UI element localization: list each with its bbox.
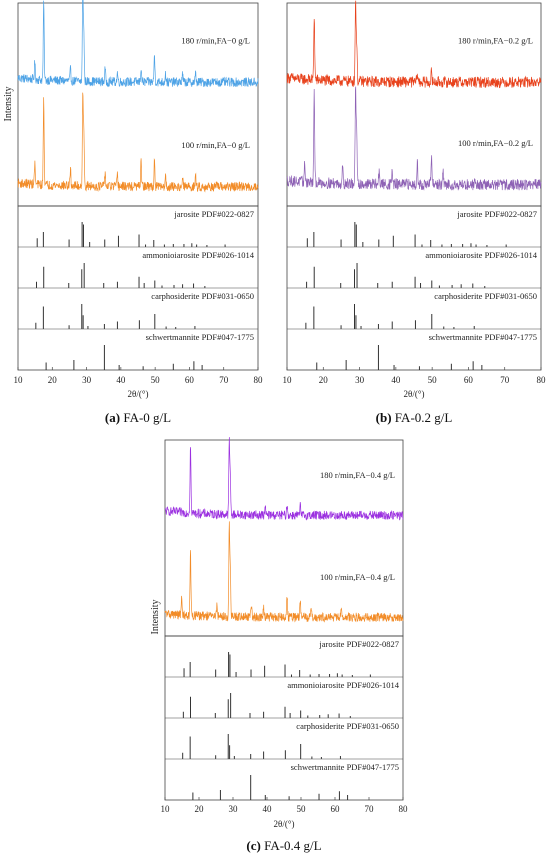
series-line-1 [164, 521, 404, 623]
panel-caption: (b) FA-0.2 g/L [376, 410, 453, 425]
x-tick-label: 10 [161, 804, 171, 814]
series-line-1 [17, 92, 259, 193]
experimental-frame [286, 2, 542, 207]
y-axis-label: Intensity [3, 87, 14, 122]
series-line-0 [164, 437, 404, 521]
series-line-1 [286, 86, 542, 191]
x-tick-label: 60 [331, 804, 341, 814]
panel-0: 180 r/min,FA−0 g/L 100 r/min,FA−0 g/L jaro… [3, 0, 263, 425]
caption-text: FA-0 g/L [120, 410, 171, 425]
reference-label-2: carphosiderite PDF#031-0650 [151, 291, 254, 301]
x-tick-label: 10 [14, 375, 24, 385]
reference-label-0: jarosite PDF#022-0827 [456, 209, 537, 219]
reference-label-3: schwertmannite PDF#047-1775 [429, 332, 537, 342]
series-label-1: 100 r/min,FA−0.4 g/L [320, 572, 395, 582]
reference-label-1: ammonioiarosite PDF#026-1014 [287, 680, 399, 690]
reference-label-1: ammonioiarosite PDF#026-1014 [142, 250, 254, 260]
x-tick-label: 20 [319, 375, 329, 385]
x-tick-label: 50 [297, 804, 307, 814]
x-tick-label: 40 [391, 375, 401, 385]
series-line-0 [286, 0, 542, 89]
reference-label-3: schwertmannite PDF#047-1775 [291, 762, 399, 772]
experimental-frame [17, 2, 259, 207]
x-tick-label: 30 [355, 375, 365, 385]
reference-label-2: carphosiderite PDF#031-0650 [434, 291, 537, 301]
reference-label-2: carphosiderite PDF#031-0650 [296, 721, 399, 731]
panel-1: 180 r/min,FA−0.2 g/L 100 r/min,FA−0.2 g/L… [283, 0, 547, 425]
caption-letter: (c) [246, 838, 260, 853]
x-tick-label: 70 [219, 375, 229, 385]
panel-caption: (c) FA-0.4 g/L [246, 838, 321, 853]
x-tick-label: 10 [283, 375, 293, 385]
series-label-1: 100 r/min,FA−0 g/L [181, 140, 250, 150]
x-tick-label: 30 [82, 375, 92, 385]
x-tick-label: 20 [48, 375, 58, 385]
caption-text: FA-0.2 g/L [392, 410, 453, 425]
x-tick-label: 50 [428, 375, 438, 385]
reference-label-0: jarosite PDF#022-0827 [318, 639, 399, 649]
reference-label-1: ammonioiarosite PDF#026-1014 [425, 250, 537, 260]
x-tick-label: 20 [195, 804, 205, 814]
x-tick-label: 70 [365, 804, 375, 814]
x-axis-label: 2θ/(°) [128, 389, 149, 399]
x-tick-label: 40 [263, 804, 273, 814]
series-label-0: 180 r/min,FA−0.2 g/L [458, 36, 533, 46]
x-tick-label: 40 [116, 375, 126, 385]
x-tick-label: 80 [254, 375, 264, 385]
caption-letter: (a) [105, 410, 120, 425]
x-axis-label: 2θ/(°) [274, 819, 295, 829]
caption-letter: (b) [376, 410, 392, 425]
x-tick-label: 50 [151, 375, 161, 385]
x-axis-label: 2θ/(°) [404, 389, 425, 399]
x-tick-label: 80 [537, 375, 547, 385]
series-label-0: 180 r/min,FA−0 g/L [181, 36, 250, 46]
x-tick-label: 60 [185, 375, 195, 385]
caption-text: FA-0.4 g/L [261, 838, 322, 853]
series-label-0: 180 r/min,FA−0.4 g/L [320, 470, 395, 480]
x-tick-label: 60 [464, 375, 474, 385]
panel-caption: (a) FA-0 g/L [105, 410, 171, 425]
series-line-0 [17, 0, 259, 88]
x-tick-label: 80 [399, 804, 409, 814]
x-tick-label: 70 [500, 375, 510, 385]
panel-2: 180 r/min,FA−0.4 g/L 100 r/min,FA−0.4 g/L… [150, 437, 408, 853]
reference-label-0: jarosite PDF#022-0827 [173, 209, 254, 219]
reference-label-3: schwertmannite PDF#047-1775 [146, 332, 254, 342]
y-axis-label: Intensity [150, 600, 161, 635]
x-tick-label: 30 [229, 804, 239, 814]
series-label-1: 100 r/min,FA−0.2 g/L [458, 138, 533, 148]
